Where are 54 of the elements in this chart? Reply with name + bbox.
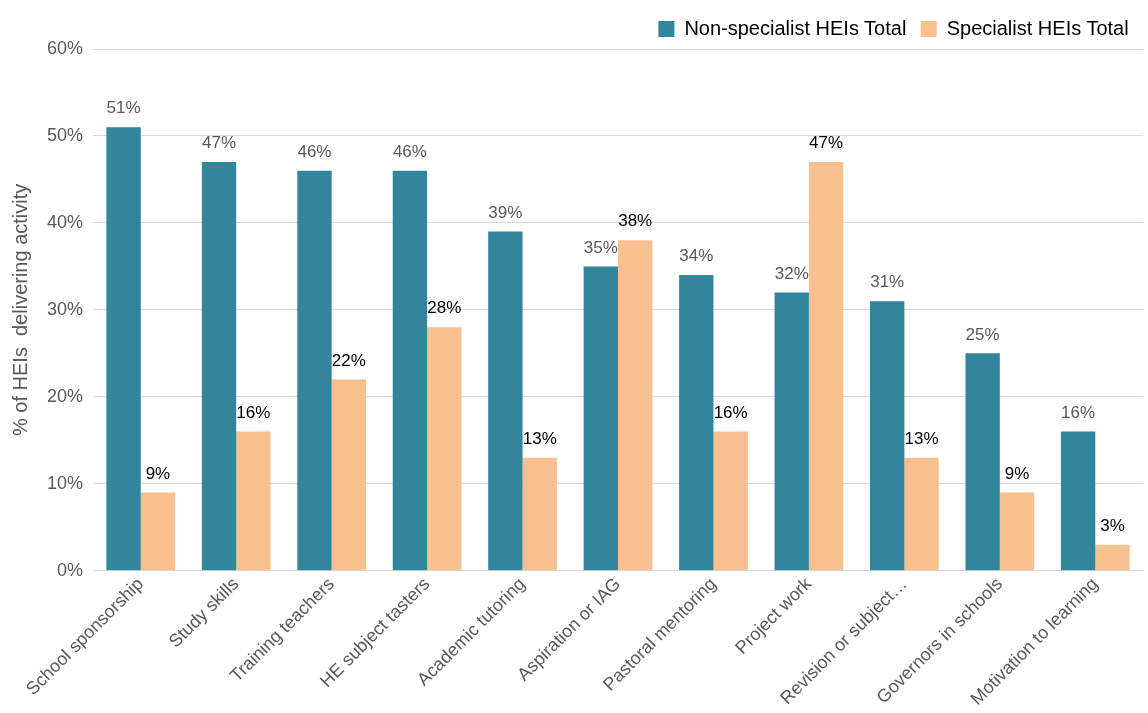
- bar: [713, 431, 748, 571]
- bar: [1060, 431, 1096, 571]
- y-tick-label: 0%: [57, 559, 84, 580]
- data-label: 16%: [1061, 402, 1096, 422]
- data-label: 46%: [392, 141, 427, 161]
- bar: [106, 127, 141, 571]
- data-label: 9%: [145, 463, 171, 483]
- bar: [774, 292, 809, 571]
- data-label: 38%: [618, 211, 653, 231]
- bar: [870, 301, 905, 571]
- bar: [488, 231, 523, 571]
- y-tick-label: 50%: [47, 124, 84, 145]
- bar: [427, 327, 462, 571]
- data-label: 46%: [297, 141, 332, 161]
- data-label: 22%: [331, 350, 366, 370]
- legend-label: Non-specialist HEIs Total: [684, 16, 907, 39]
- y-tick-label: 20%: [47, 385, 84, 406]
- data-label: 51%: [106, 98, 141, 118]
- legend-label: Specialist HEIs Total: [946, 16, 1129, 39]
- bar: [965, 353, 1000, 571]
- bar: [999, 492, 1035, 571]
- data-label: 47%: [202, 133, 237, 153]
- bar: [392, 170, 428, 571]
- y-tick-label: 40%: [47, 211, 84, 232]
- data-label: 16%: [713, 402, 748, 422]
- data-label: 13%: [904, 428, 939, 448]
- bar: [522, 457, 557, 571]
- data-label: 35%: [583, 237, 618, 257]
- bar: [331, 379, 367, 571]
- data-label: 28%: [427, 298, 462, 318]
- data-label: 31%: [870, 272, 905, 292]
- data-label: 34%: [679, 246, 714, 266]
- data-label: 25%: [965, 324, 1000, 344]
- bar: [904, 457, 939, 571]
- data-label: 47%: [809, 133, 844, 153]
- y-axis-title: % of HEIs delivering activity: [8, 183, 31, 437]
- bar: [236, 431, 271, 571]
- bar: [679, 275, 714, 571]
- data-label: 3%: [1100, 515, 1125, 535]
- y-tick-label: 30%: [47, 298, 84, 319]
- data-label: 32%: [774, 263, 809, 283]
- bar: [583, 266, 619, 571]
- data-label: 13%: [522, 428, 557, 448]
- bar: [618, 240, 653, 571]
- bar: [1095, 544, 1130, 571]
- y-tick-label: 60%: [47, 37, 84, 58]
- data-label: 9%: [1004, 463, 1030, 483]
- data-label: 16%: [236, 402, 271, 422]
- data-label: 39%: [488, 202, 523, 222]
- bar: [201, 162, 237, 571]
- y-tick-label: 10%: [47, 472, 84, 493]
- bar: [808, 162, 844, 571]
- bar: [297, 170, 332, 571]
- bar: [140, 492, 176, 571]
